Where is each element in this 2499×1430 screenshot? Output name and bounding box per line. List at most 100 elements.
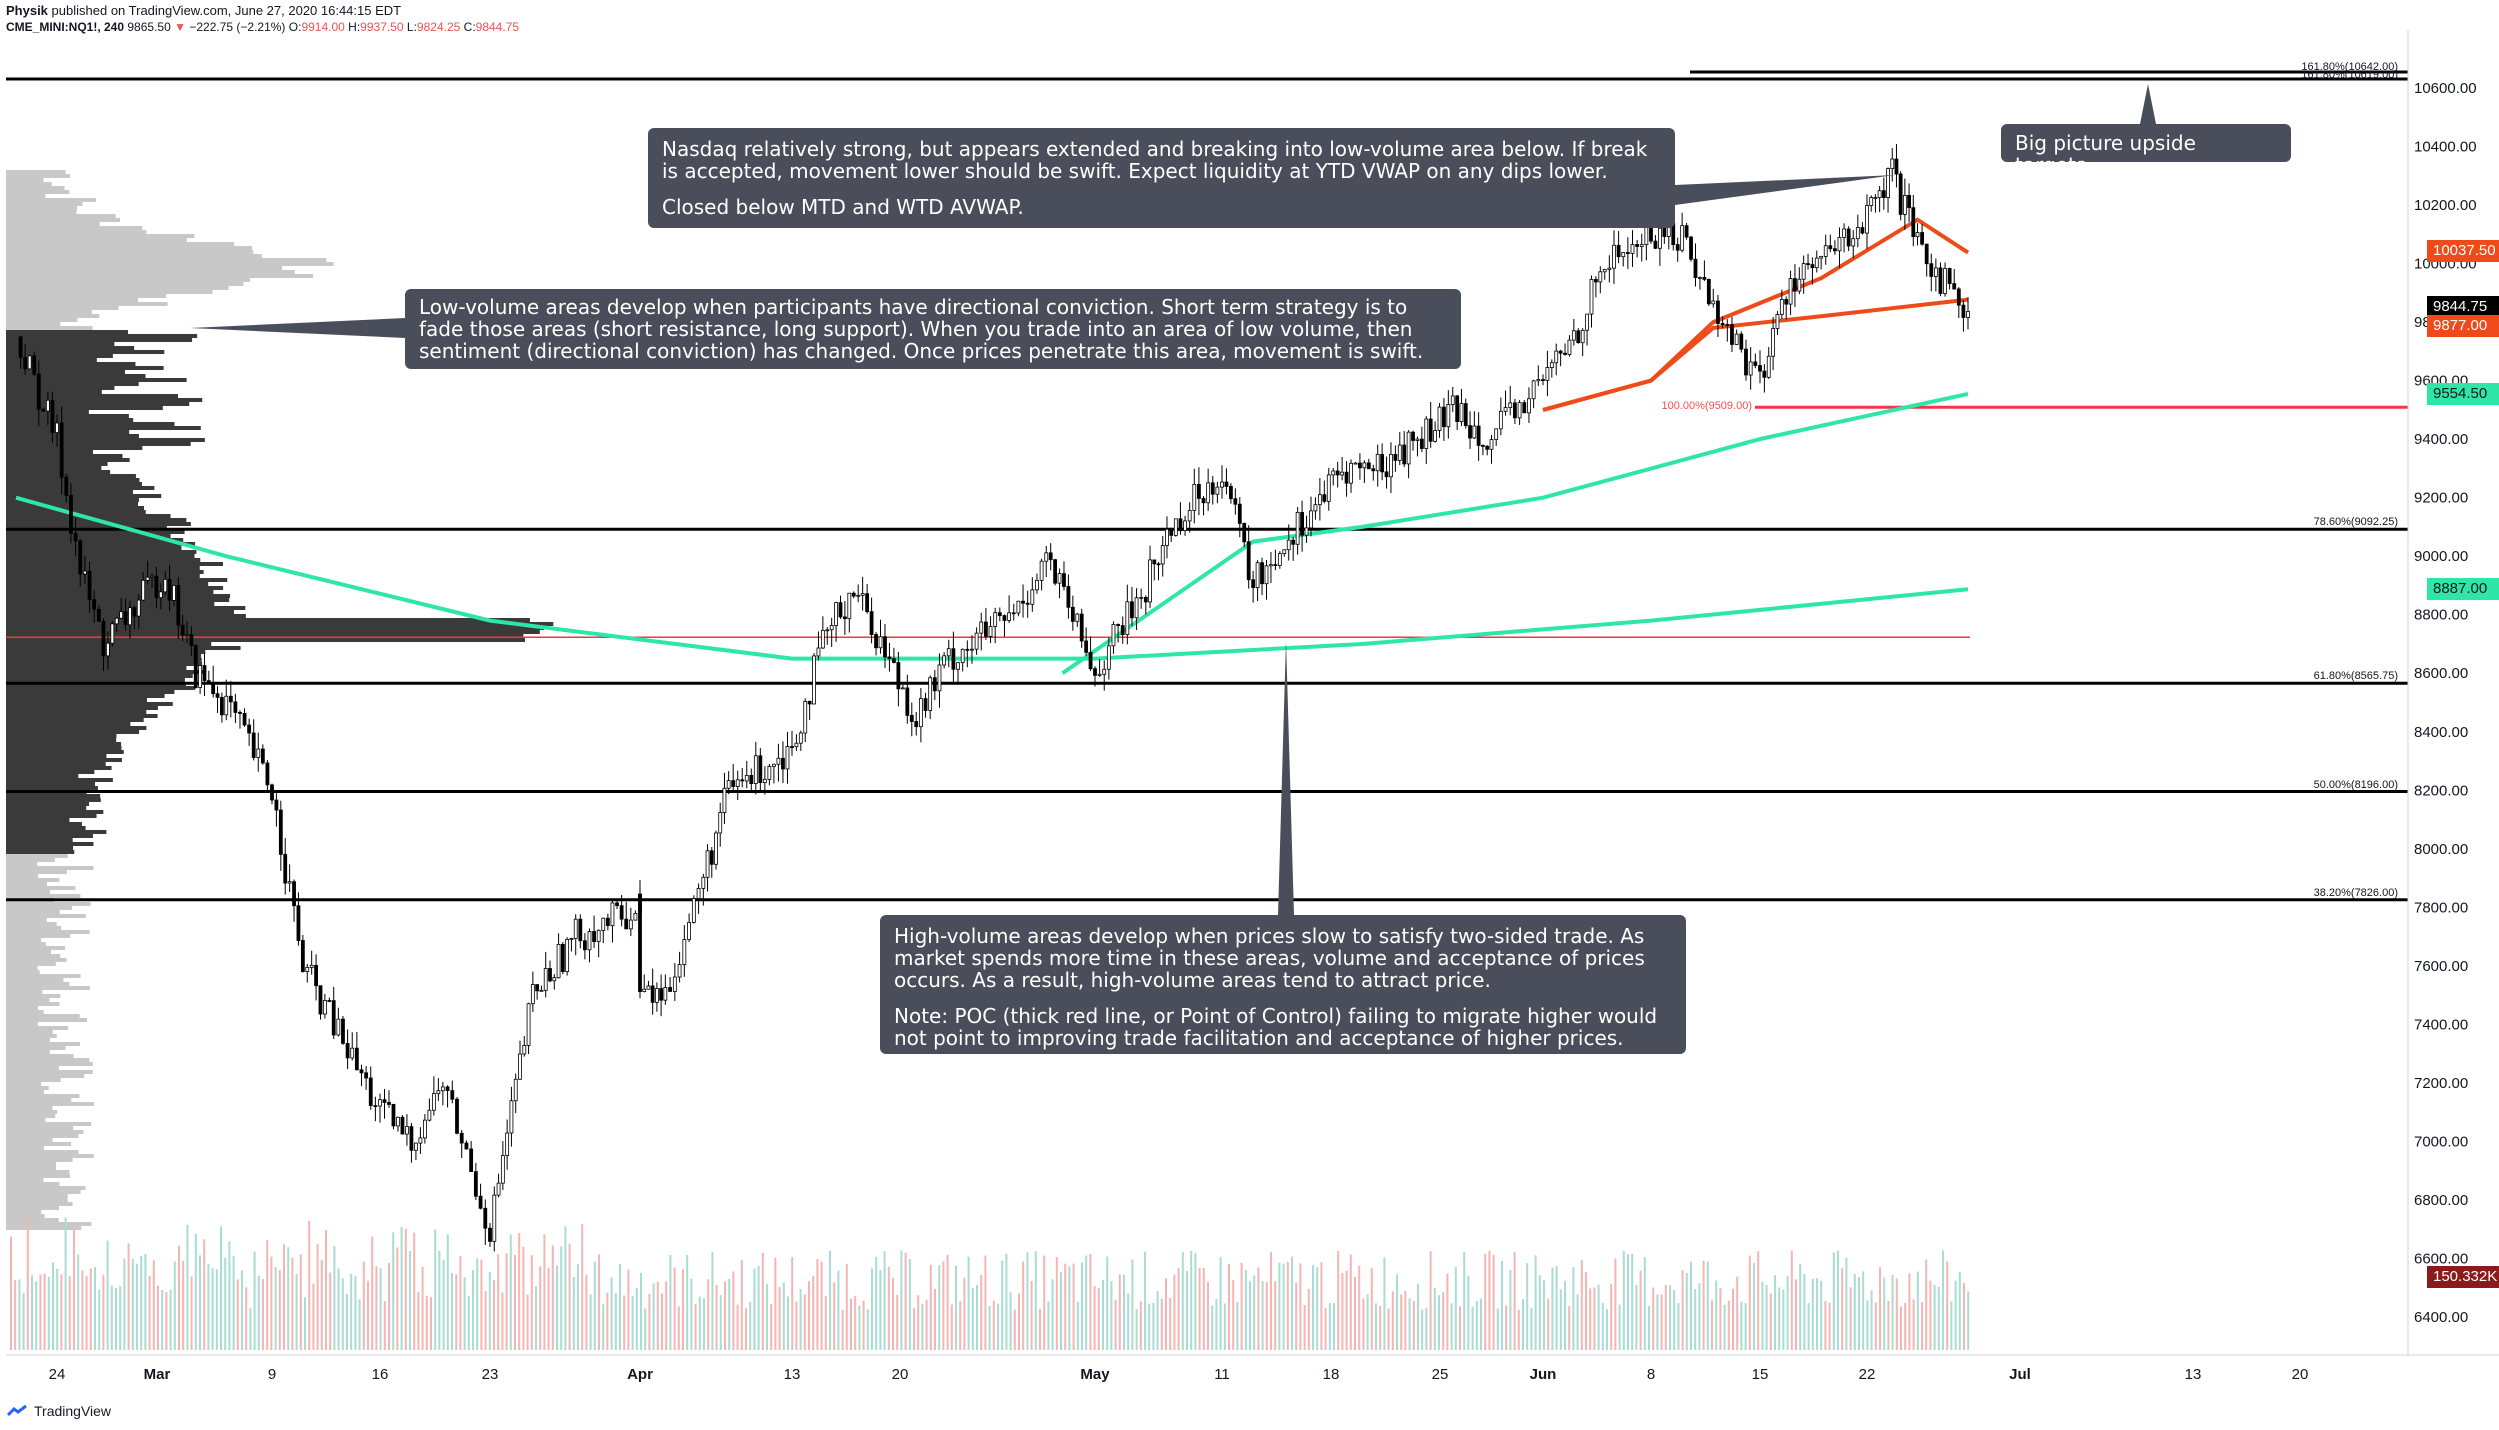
volume-bar [1085,1255,1088,1350]
candle-body [1598,271,1603,283]
profile-bar [6,370,125,374]
candle-body [1898,173,1903,215]
profile-bar [6,1050,50,1054]
volume-bar [719,1295,722,1350]
volume-bar [31,1275,33,1350]
tradingview-logo[interactable]: TradingView [6,1403,111,1419]
volume-bar [1043,1255,1046,1350]
volume-bar [400,1226,403,1350]
candle-body [592,931,596,943]
volume-bar [47,1276,50,1350]
callout-text: High-volume areas develop when prices sl… [894,924,1645,992]
volume-bar [1673,1290,1676,1350]
candle-body [552,977,557,982]
volume-bar [522,1246,525,1350]
volume-bar [1937,1286,1940,1350]
volume-bar [388,1262,390,1350]
volume-bar [1337,1250,1340,1350]
profile-bar [6,1006,38,1010]
volume-bar [1236,1302,1239,1350]
profile-bar [6,1202,73,1206]
profile-bar [6,926,62,930]
volume-bar [1526,1263,1529,1350]
tag-avwap-green: 9554.50 [2427,383,2499,405]
open-value: 9914.00 [301,20,345,34]
volume-bar [367,1281,369,1350]
volume-bar [1593,1287,1596,1350]
author-name[interactable]: Physik [6,3,48,18]
volume-bar [1681,1270,1684,1350]
volume-bar [925,1299,928,1350]
callout-text: Note: POC (thick red line, or Point of C… [894,1004,1658,1050]
candle-body [816,647,821,657]
price-tick-label: 7800.00 [2414,899,2468,916]
profile-bar [6,590,214,594]
candle-body [1716,300,1720,324]
volume-bar [232,1255,235,1350]
volume-bar [1916,1271,1919,1350]
volume-bar [173,1261,176,1350]
profile-bar [6,1214,45,1218]
candle-body [350,1047,355,1059]
profile-bar [6,1174,71,1178]
candle-body [206,680,211,684]
candle-body [331,1000,336,1036]
callout-nasdaq-extended[interactable]: Nasdaq relatively strong, but appears ex… [648,128,1675,228]
volume-bar [1228,1263,1230,1350]
callout-high-volume[interactable]: High-volume areas develop when prices sl… [880,915,1686,1054]
profile-bar [6,1138,53,1142]
candle-body [1210,482,1215,495]
volume-bar [736,1304,739,1350]
candle-body [1881,190,1886,199]
profile-bar [6,738,117,742]
volume-bar [1211,1305,1214,1350]
callout-low-volume[interactable]: Low-volume areas develop when participan… [405,289,1461,369]
candle-body [1541,379,1545,381]
volume-bar [1547,1298,1550,1350]
time-tick-label: 18 [1323,1366,1340,1383]
time-tick-label: Jun [1530,1366,1557,1383]
candle-body [114,617,119,625]
candle-body [1125,601,1130,636]
candle-body [1753,361,1758,366]
volume-bar [123,1258,126,1350]
volume-bar [1543,1280,1545,1350]
profile-bar [6,598,230,602]
candle-body [172,585,176,601]
profile-bar [6,1218,59,1222]
profile-bar [6,226,143,230]
candle-body [23,357,28,370]
profile-bar [6,170,66,174]
profile-bar [6,330,129,334]
volume-bar [740,1260,743,1350]
volume-bar [1601,1303,1604,1350]
callout-upside-targets[interactable]: Big picture upside targets. [2001,124,2291,176]
profile-bar [6,870,67,874]
profile-bar [6,910,60,914]
profile-bar [6,862,38,866]
candle-body [1025,602,1030,605]
profile-bar [6,1162,57,1166]
volume-bar [417,1291,420,1350]
candle-body [18,336,23,358]
candle-body [1508,402,1513,408]
profile-bar [6,334,198,338]
volume-bar [635,1287,638,1350]
candle-body [64,476,69,496]
volume-bar [698,1296,701,1350]
volume-bar [308,1220,311,1350]
profile-bar [6,1014,80,1018]
profile-bar [6,1002,60,1006]
volume-bar [581,1224,584,1350]
candle-body [1433,430,1437,442]
volume-bar [938,1265,941,1350]
volume-bars [10,1217,1970,1350]
candle-body [32,355,37,375]
profile-bar [6,550,197,554]
candle-body [1911,207,1916,238]
candle-body [1455,395,1460,423]
volume-bar [1904,1302,1907,1350]
candle-body [345,1042,350,1059]
volume-bar [749,1301,752,1350]
